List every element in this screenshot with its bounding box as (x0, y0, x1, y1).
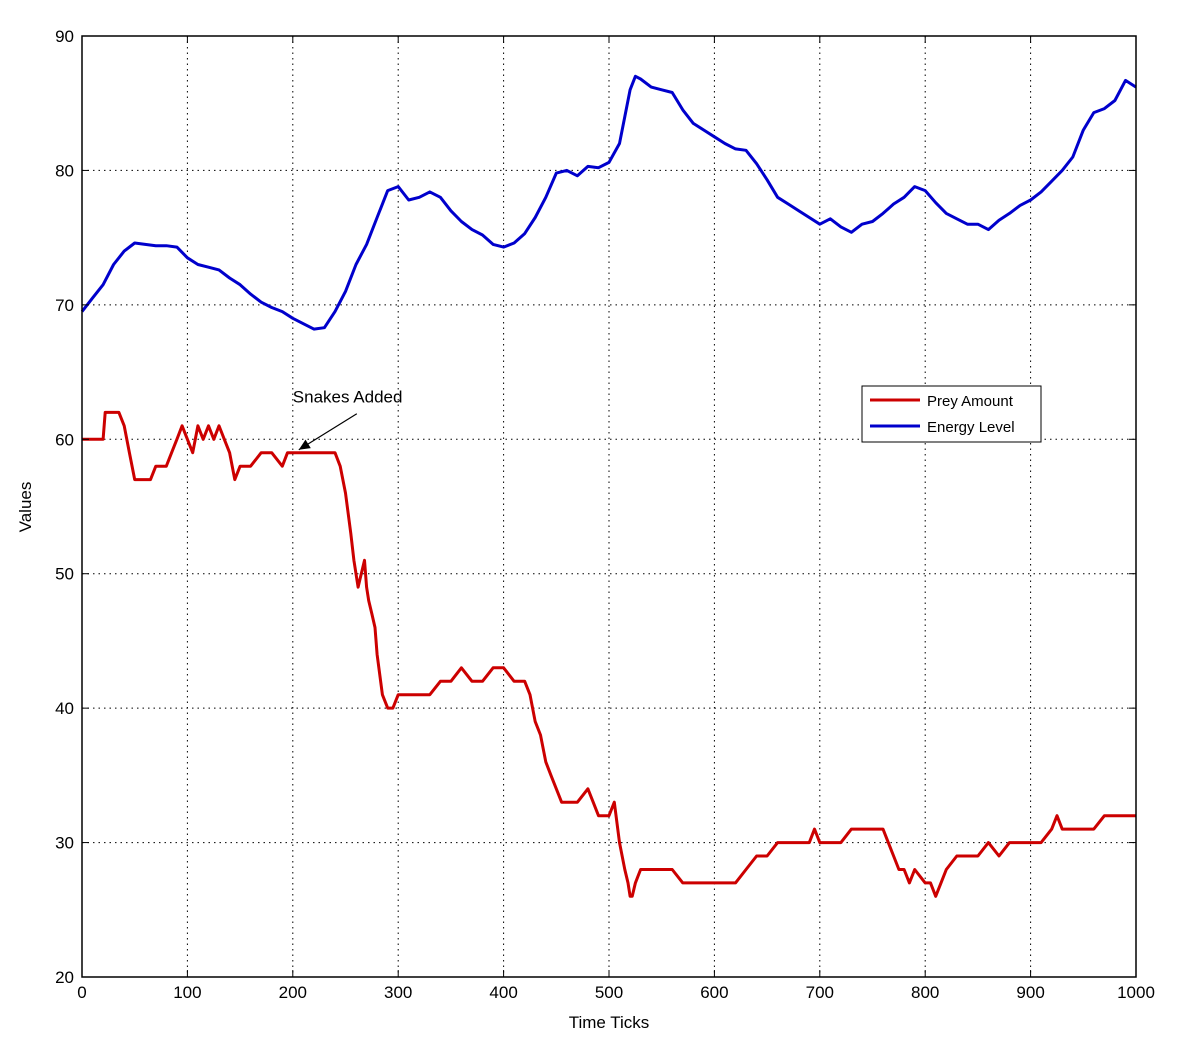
plot-area (82, 36, 1136, 977)
x-axis-label: Time Ticks (569, 1013, 650, 1032)
legend: Prey Amount Energy Level (861, 385, 1042, 443)
x-tick-label: 1000 (1117, 983, 1155, 1002)
annotation: Snakes Added (293, 388, 403, 451)
x-tick-label: 0 (77, 983, 86, 1002)
y-tick-label: 40 (55, 699, 74, 718)
legend-label-energy-level: Energy Level (927, 419, 1015, 436)
series-line-energy-level (80, 74, 1137, 331)
series-line-prey-amount (82, 410, 1136, 898)
y-tick-label: 90 (55, 27, 74, 46)
y-axis-label: Values (16, 482, 35, 533)
y-tick-label: 30 (55, 834, 74, 853)
y-tick-label: 20 (55, 968, 74, 987)
x-tick-label: 400 (489, 983, 517, 1002)
y-tick-label: 70 (55, 296, 74, 315)
y-tick-label: 60 (55, 430, 74, 449)
x-tick-label: 800 (911, 983, 939, 1002)
x-tick-label: 500 (595, 983, 623, 1002)
y-tick-label: 50 (55, 565, 74, 584)
x-tick-label: 600 (700, 983, 728, 1002)
x-tick-label: 900 (1016, 983, 1044, 1002)
legend-box (861, 385, 1042, 443)
annotation-label: Snakes Added (293, 388, 403, 407)
legend-label-prey-amount: Prey Amount (927, 393, 1014, 410)
x-tick-label: 700 (806, 983, 834, 1002)
series-layer (80, 74, 1137, 898)
annotation-arrow (298, 413, 358, 451)
x-tick-label: 300 (384, 983, 412, 1002)
x-tick-label: 100 (173, 983, 201, 1002)
x-tick-label: 200 (279, 983, 307, 1002)
annotation-arrowhead (298, 439, 311, 450)
y-tick-label: 80 (55, 161, 74, 180)
axis-ticks: 0 100 200 300 400 500 600 700 800 900 1000 20 30 40 50… (55, 27, 1155, 1002)
